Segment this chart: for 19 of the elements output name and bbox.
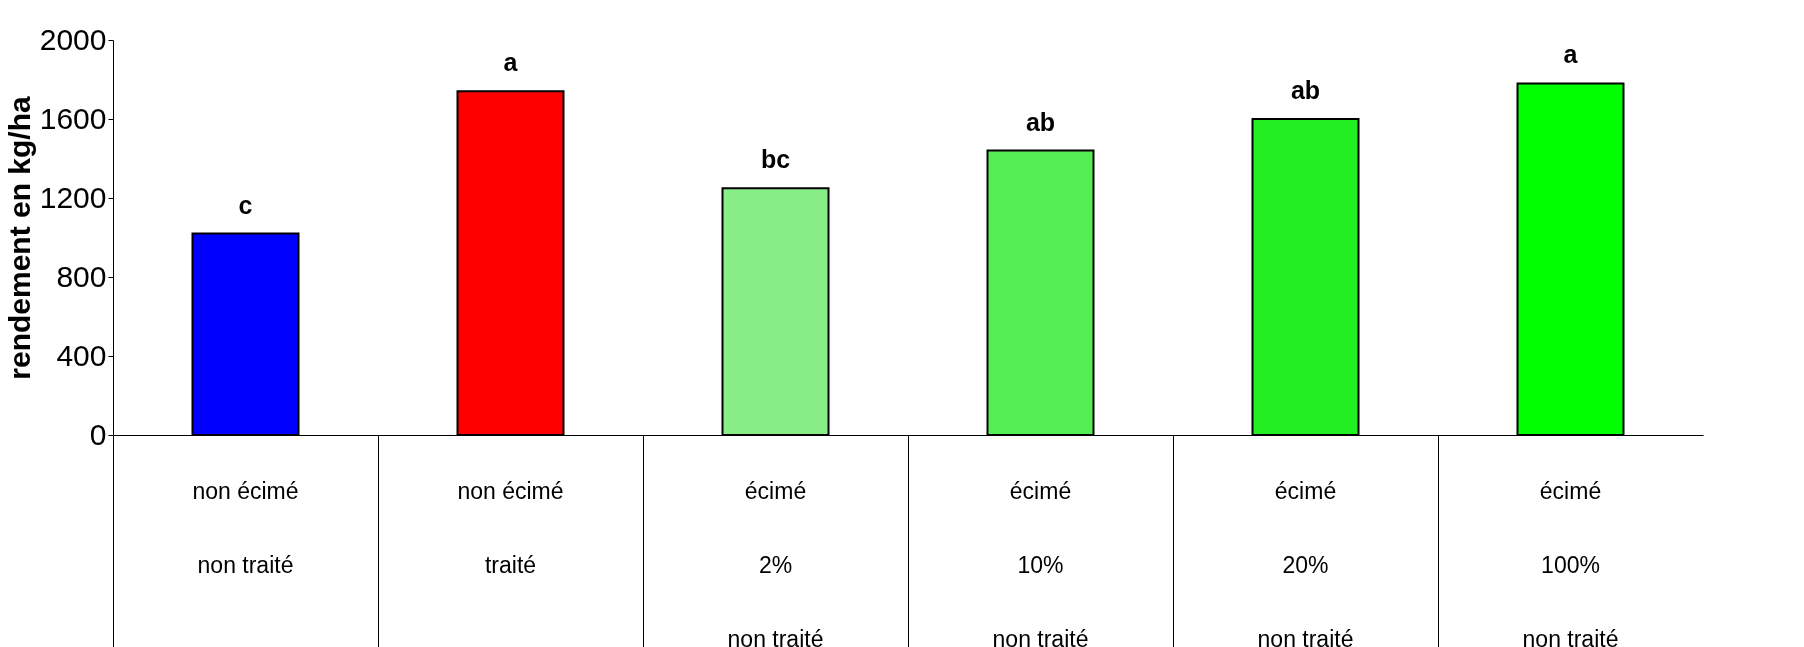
category-label: non écimé non traité bbox=[192, 477, 299, 578]
data-label: a bbox=[503, 48, 519, 77]
data-label: ab bbox=[1290, 76, 1321, 104]
data-label: bc bbox=[760, 145, 791, 174]
y-tick-label: 400 bbox=[56, 338, 107, 372]
category-label: écimé 100% non traité bbox=[1522, 477, 1619, 647]
y-tick-label: 2000 bbox=[39, 22, 107, 56]
y-tick-label: 1200 bbox=[39, 180, 107, 214]
data-label: ab bbox=[1025, 107, 1056, 136]
data-label: c bbox=[238, 190, 253, 219]
y-tick-label: 1600 bbox=[39, 101, 107, 135]
category-label: écimé 20% non traité bbox=[1257, 477, 1354, 647]
y-axis-title: rendement en kg/ha bbox=[2, 95, 36, 380]
category-label: écimé 2% non traité bbox=[727, 477, 824, 647]
data-label: a bbox=[1563, 40, 1579, 69]
category-label: écimé 10% non traité bbox=[992, 477, 1089, 647]
category-label: non écimé traité bbox=[457, 477, 564, 578]
y-tick-label: 800 bbox=[56, 259, 107, 293]
y-tick-label: 0 bbox=[89, 417, 107, 451]
